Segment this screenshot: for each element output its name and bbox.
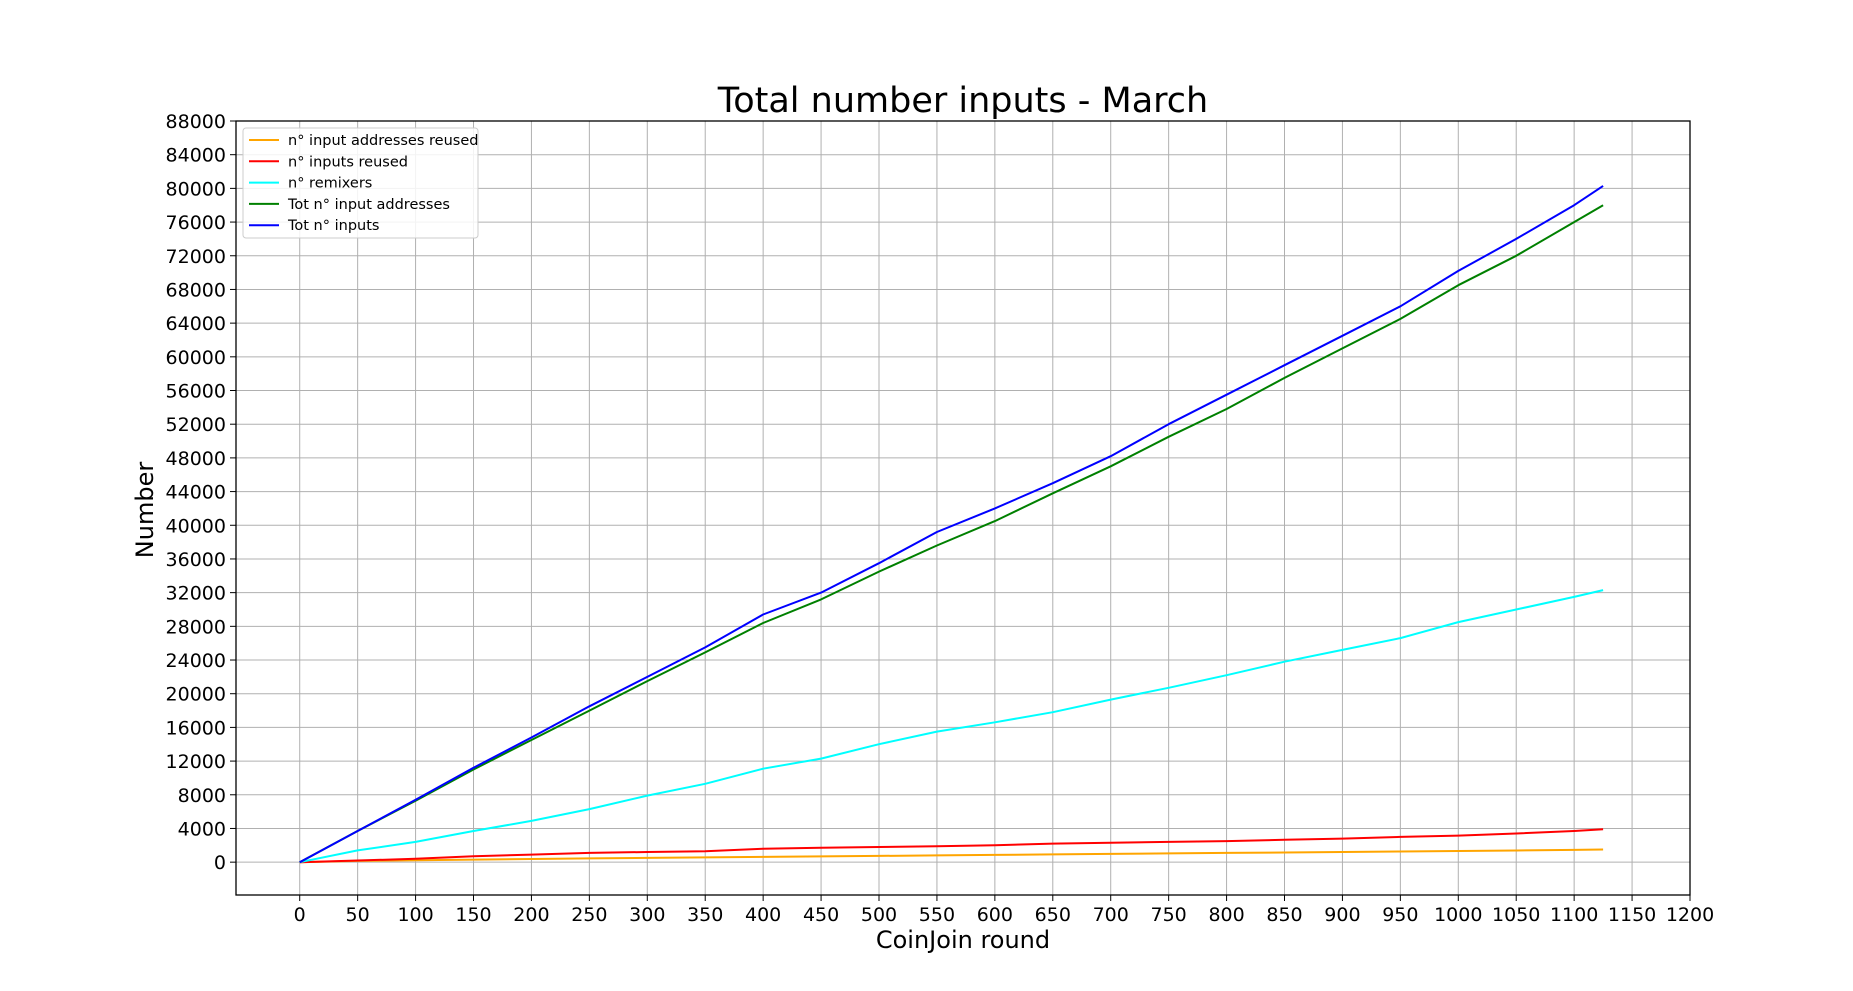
x-axis-ticks: 0 50 100 150 200 250 300 350 400 450 500 550 600 650 7… [294,895,1714,926]
x-tick-label: 750 [1151,904,1187,926]
series-line-4 [299,185,1604,864]
y-tick-label: 72000 [166,246,226,268]
y-axis-ticks: 0 4000 8000 12000 16000 20000 24000 28000 32000 3… [166,111,236,874]
legend-label: n° remixers [288,176,372,192]
y-tick-label: 56000 [166,381,226,403]
y-tick-label: 24000 [166,650,226,672]
legend-label: Tot n° inputs [287,218,379,234]
y-tick-label: 8000 [178,785,226,807]
y-tick-label: 88000 [166,111,226,133]
x-tick-label: 400 [745,904,781,926]
y-tick-label: 48000 [166,448,226,470]
y-tick-label: 20000 [166,684,226,706]
x-tick-label: 100 [397,904,433,926]
y-tick-label: 84000 [166,145,226,167]
y-tick-label: 28000 [166,616,226,638]
x-tick-label: 300 [629,904,665,926]
y-tick-label: 52000 [166,414,226,436]
x-tick-label: 350 [687,904,723,926]
series-line-2 [299,589,1604,864]
y-tick-label: 4000 [178,818,226,840]
plot-frame [235,120,1691,896]
y-tick-label: 0 [214,852,226,874]
legend-label: n° input addresses reused [288,133,478,149]
y-axis-label: Number [131,462,159,559]
y-tick-label: 36000 [166,549,226,571]
x-tick-label: 1100 [1550,904,1598,926]
x-tick-label: 700 [1093,904,1129,926]
y-tick-label: 44000 [166,482,226,504]
chart-title: Total number inputs - March [717,81,1208,121]
x-tick-label: 0 [294,904,306,926]
legend-box [242,127,479,239]
y-tick-label: 80000 [166,178,226,200]
series-line-0 [299,848,1604,864]
x-tick-label: 550 [919,904,955,926]
x-tick-label: 50 [346,904,370,926]
y-tick-label: 76000 [166,212,226,234]
x-tick-label: 250 [571,904,607,926]
x-tick-label: 1000 [1434,904,1482,926]
y-tick-label: 32000 [166,583,226,605]
legend: n° input addresses reused n° inputs reuse… [242,127,479,239]
x-tick-label: 1150 [1608,904,1656,926]
x-tick-label: 150 [455,904,491,926]
x-axis-label: CoinJoin round [876,926,1050,954]
x-tick-label: 950 [1382,904,1418,926]
series-lines [299,185,1604,864]
y-tick-label: 16000 [166,717,226,739]
x-tick-label: 850 [1266,904,1302,926]
x-tick-label: 600 [977,904,1013,926]
series-line-1 [299,828,1604,864]
y-tick-label: 68000 [166,279,226,301]
legend-label: Tot n° input addresses [287,197,450,213]
y-tick-label: 60000 [166,347,226,369]
y-tick-label: 12000 [166,751,226,773]
legend-label: n° inputs reused [288,154,408,170]
x-tick-label: 900 [1324,904,1360,926]
y-tick-label: 40000 [166,515,226,537]
series-line-3 [299,204,1604,864]
x-tick-label: 650 [1035,904,1071,926]
x-tick-label: 500 [861,904,897,926]
x-tick-label: 450 [803,904,839,926]
y-tick-label: 64000 [166,313,226,335]
x-tick-label: 1200 [1666,904,1714,926]
x-tick-label: 800 [1208,904,1244,926]
x-tick-label: 1050 [1492,904,1540,926]
x-tick-label: 200 [513,904,549,926]
